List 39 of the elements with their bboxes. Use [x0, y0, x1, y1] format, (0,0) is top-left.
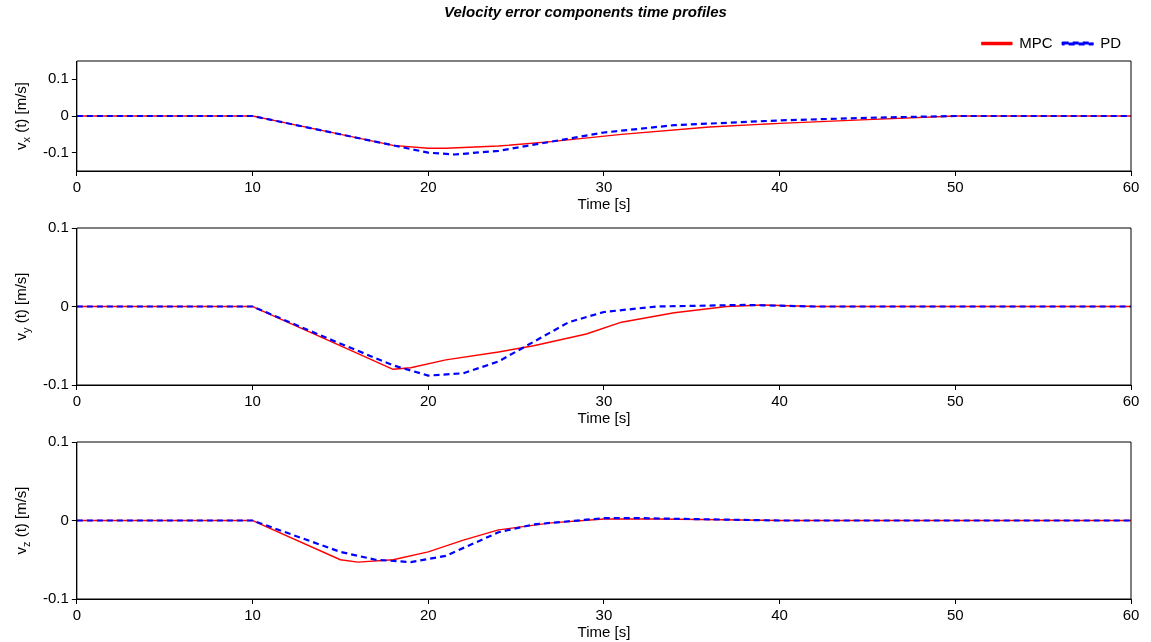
y-tick-label: 0: [60, 296, 69, 314]
x-tick-label: 60: [1122, 392, 1140, 410]
x-tick-label: 60: [1122, 606, 1140, 624]
y-tick-label: 0.1: [47, 218, 69, 236]
y-tick-label: -0.1: [42, 375, 69, 393]
y-axis-title: vy (t) [m/s]: [12, 272, 33, 341]
x-tick-label: 20: [419, 606, 437, 624]
x-tick-label: 0: [72, 606, 82, 624]
x-tick-label: 0: [72, 178, 82, 196]
x-tick-label: 40: [771, 392, 788, 410]
x-axis-title: Time [s]: [577, 409, 631, 427]
y-tick-label: 0: [60, 510, 69, 528]
x-axis-title: Time [s]: [577, 623, 631, 641]
chart-title: Velocity error components time profiles: [444, 3, 727, 21]
x-tick-label: 40: [771, 606, 788, 624]
x-tick-label: 10: [244, 606, 261, 624]
y-tick-label: -0.1: [42, 142, 69, 160]
y-tick-label: 0: [60, 106, 69, 124]
x-tick-label: 40: [771, 178, 788, 196]
x-tick-label: 50: [946, 606, 964, 624]
y-axis-title: vz (t) [m/s]: [12, 486, 33, 555]
y-axis-title: vx (t) [m/s]: [12, 82, 33, 150]
y-tick-label: -0.1: [42, 589, 69, 607]
x-tick-label: 50: [946, 178, 964, 196]
x-tick-label: 20: [419, 178, 437, 196]
x-tick-label: 10: [244, 392, 261, 410]
x-tick-label: 0: [72, 392, 82, 410]
y-tick-label: 0.1: [47, 432, 69, 450]
x-tick-label: 30: [595, 178, 613, 196]
x-tick-label: 50: [946, 392, 964, 410]
y-tick-label: 0.1: [47, 69, 69, 87]
x-tick-label: 20: [419, 392, 437, 410]
x-axis-title: Time [s]: [577, 195, 631, 213]
legend-label: MPC: [1019, 33, 1053, 51]
legend-label: PD: [1100, 33, 1122, 51]
x-tick-label: 60: [1122, 178, 1140, 196]
x-tick-label: 30: [595, 606, 613, 624]
x-tick-label: 30: [595, 392, 613, 410]
x-tick-label: 10: [244, 178, 261, 196]
